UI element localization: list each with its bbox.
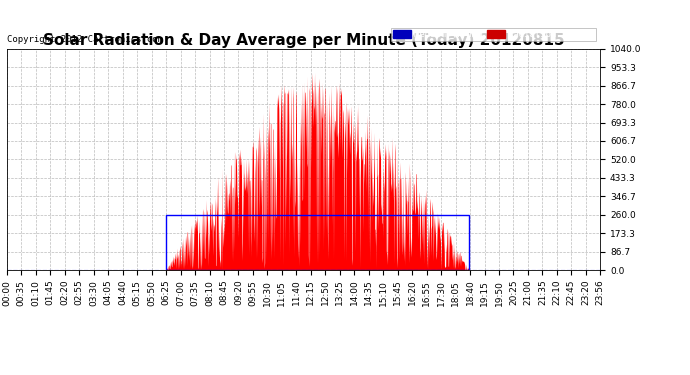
Text: Copyright 2012 Cartronics.com: Copyright 2012 Cartronics.com [7, 35, 163, 44]
Legend: Median (W/m2), Radiation (W/m2): Median (W/m2), Radiation (W/m2) [391, 28, 595, 41]
Title: Solar Radiation & Day Average per Minute (Today) 20120815: Solar Radiation & Day Average per Minute… [43, 33, 564, 48]
Bar [166, 214, 469, 270]
